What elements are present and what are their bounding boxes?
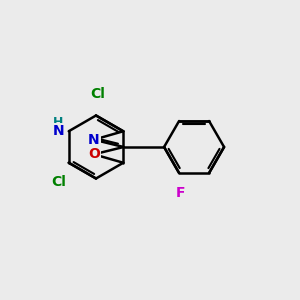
Text: H: H	[53, 116, 64, 129]
Text: F: F	[176, 186, 185, 200]
Text: N: N	[88, 133, 100, 147]
Text: N: N	[53, 124, 64, 138]
Text: Cl: Cl	[90, 87, 105, 101]
Text: Cl: Cl	[51, 175, 66, 189]
Text: O: O	[88, 147, 100, 161]
